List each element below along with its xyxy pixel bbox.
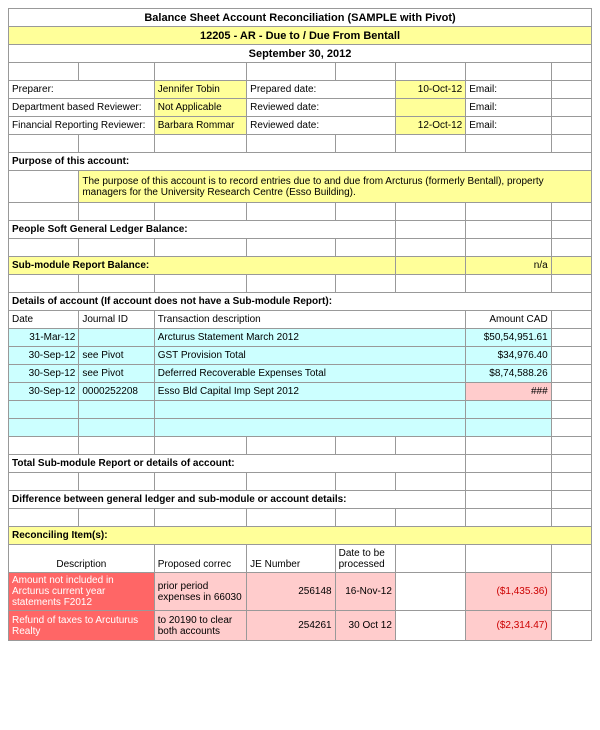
diff-label: Difference between general ledger and su… — [9, 491, 466, 509]
preparer-label: Preparer: — [9, 81, 155, 99]
fin-reviewer-name[interactable]: Barbara Rommar — [154, 117, 246, 135]
col-date: Date — [9, 311, 79, 329]
preparer-name[interactable]: Jennifer Tobin — [154, 81, 246, 99]
purpose-label: Purpose of this account: — [9, 153, 592, 171]
table-row: 30-Sep-12 see Pivot GST Provision Total … — [9, 347, 592, 365]
cell-date[interactable]: 30-Sep-12 — [9, 365, 79, 383]
dept-reviewer-label: Department based Reviewer: — [9, 99, 155, 117]
recon-row: Amount not included in Arcturus current … — [9, 573, 592, 611]
cell-amount[interactable]: ### — [466, 383, 551, 401]
recon-amount[interactable]: ($1,435.36) — [466, 573, 551, 611]
details-header: Details of account (If account does not … — [9, 293, 592, 311]
fin-reviewed-date-label: Reviewed date: — [247, 117, 396, 135]
dept-reviewed-date[interactable] — [395, 99, 465, 117]
cell-journal[interactable]: 0000252208 — [79, 383, 154, 401]
recon-date[interactable]: 30 Oct 12 — [335, 611, 395, 641]
recon-amount[interactable]: ($2,314.47) — [466, 611, 551, 641]
cell-journal[interactable]: see Pivot — [79, 347, 154, 365]
cell-date[interactable]: 30-Sep-12 — [9, 383, 79, 401]
cell-date[interactable]: 30-Sep-12 — [9, 347, 79, 365]
recon-col-desc: Description — [9, 545, 155, 573]
sub-module-value: n/a — [466, 257, 551, 275]
recon-label: Reconciling Item(s): — [9, 527, 592, 545]
recon-proposed[interactable]: prior period expenses in 66030 — [154, 573, 246, 611]
page-title: Balance Sheet Account Reconciliation (SA… — [9, 9, 592, 27]
cell-amount[interactable]: $50,54,951.61 — [466, 329, 551, 347]
col-journal: Journal ID — [79, 311, 154, 329]
recon-date[interactable]: 16-Nov-12 — [335, 573, 395, 611]
recon-col-date: Date to be processed — [335, 545, 395, 573]
subtitle-account: 12205 - AR - Due to / Due From Bentall — [9, 27, 592, 45]
dept-reviewer-name[interactable]: Not Applicable — [154, 99, 246, 117]
sub-module-label: Sub-module Report Balance: — [9, 257, 396, 275]
cell-desc[interactable]: GST Provision Total — [154, 347, 466, 365]
recon-desc[interactable]: Amount not included in Arcturus current … — [9, 573, 155, 611]
prepared-date[interactable]: 10-Oct-12 — [395, 81, 465, 99]
recon-proposed[interactable]: to 20190 to clear both accounts — [154, 611, 246, 641]
cell-date[interactable]: 31-Mar-12 — [9, 329, 79, 347]
reconciliation-sheet: Balance Sheet Account Reconciliation (SA… — [8, 8, 592, 641]
fin-reviewer-label: Financial Reporting Reviewer: — [9, 117, 155, 135]
fin-reviewed-date[interactable]: 12-Oct-12 — [395, 117, 465, 135]
recon-desc[interactable]: Refund of taxes to Arcuturus Realty — [9, 611, 155, 641]
table-row: 30-Sep-12 see Pivot Deferred Recoverable… — [9, 365, 592, 383]
prepared-date-label: Prepared date: — [247, 81, 396, 99]
recon-je[interactable]: 254261 — [247, 611, 335, 641]
cell-desc[interactable]: Arcturus Statement March 2012 — [154, 329, 466, 347]
recon-col-proposed: Proposed correc — [154, 545, 246, 573]
table-row: 31-Mar-12 Arcturus Statement March 2012 … — [9, 329, 592, 347]
email-label-1: Email: — [466, 81, 551, 99]
table-row: 30-Sep-12 0000252208 Esso Bld Capital Im… — [9, 383, 592, 401]
email-label-2: Email: — [466, 99, 551, 117]
recon-row: Refund of taxes to Arcuturus Realty to 2… — [9, 611, 592, 641]
cell-journal[interactable]: see Pivot — [79, 365, 154, 383]
ps-ledger-label: People Soft General Ledger Balance: — [9, 221, 396, 239]
dept-reviewed-date-label: Reviewed date: — [247, 99, 396, 117]
col-desc: Transaction description — [154, 311, 466, 329]
email-label-3: Email: — [466, 117, 551, 135]
cell-desc[interactable]: Deferred Recoverable Expenses Total — [154, 365, 466, 383]
cell-journal[interactable] — [79, 329, 154, 347]
purpose-text[interactable]: The purpose of this account is to record… — [79, 171, 592, 203]
cell-amount[interactable]: $8,74,588.26 — [466, 365, 551, 383]
col-amount: Amount CAD — [466, 311, 551, 329]
cell-amount[interactable]: $34,976.40 — [466, 347, 551, 365]
total-label: Total Sub-module Report or details of ac… — [9, 455, 466, 473]
cell-desc[interactable]: Esso Bld Capital Imp Sept 2012 — [154, 383, 466, 401]
recon-col-je: JE Number — [247, 545, 335, 573]
subtitle-date: September 30, 2012 — [9, 45, 592, 63]
recon-je[interactable]: 256148 — [247, 573, 335, 611]
